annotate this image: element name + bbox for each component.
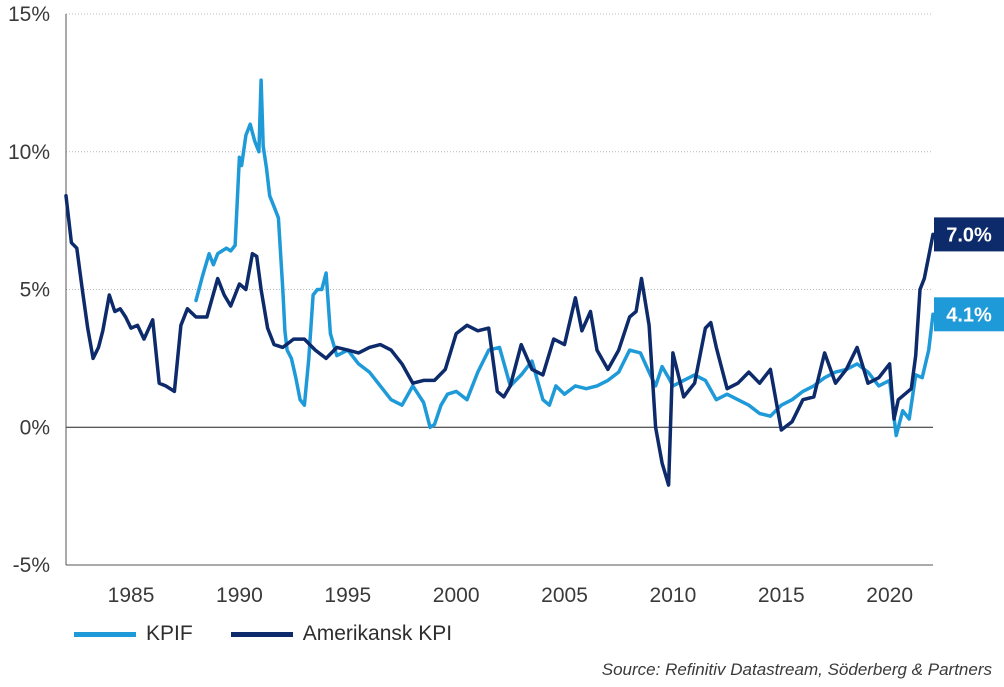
legend-item-us-cpi: Amerikansk KPI: [230, 622, 453, 646]
source-note: Source: Refinitiv Datastream, Söderberg …: [601, 660, 992, 679]
legend-swatch-kpif: [74, 631, 136, 637]
end-labels: 4.1% 7.0%: [934, 217, 1004, 332]
y-tick-label: 0%: [20, 416, 50, 439]
legend-label-kpif: KPIF: [146, 622, 193, 645]
end-label-us-cpi: 7.0%: [934, 217, 1004, 252]
legend-item-kpif: KPIF: [74, 622, 193, 646]
x-tick-label: 2010: [650, 584, 697, 607]
y-tick-label: -5%: [13, 554, 50, 577]
x-tick-label: 2005: [541, 584, 588, 607]
y-tick-label: 10%: [8, 141, 50, 164]
x-tick-label: 1990: [216, 584, 263, 607]
legend: KPIF Amerikansk KPI: [74, 622, 490, 646]
legend-swatch-us-cpi: [230, 631, 293, 637]
end-label-kpif: 4.1%: [934, 297, 1004, 332]
x-tick-label: 2000: [433, 584, 480, 607]
series-line-kpif: [194, 78, 935, 438]
x-tick-label: 1995: [324, 584, 371, 607]
end-label-box: [934, 217, 1004, 252]
gridlines: [66, 13, 933, 428]
x-tick-label: 2015: [758, 584, 805, 607]
x-tick-label: 2020: [866, 584, 913, 607]
x-tick-label: 1985: [108, 584, 155, 607]
end-label-text: 4.1%: [946, 304, 992, 326]
y-tick-label: 15%: [8, 3, 50, 26]
legend-label-us-cpi: Amerikansk KPI: [302, 622, 453, 645]
y-axis: -5% 0% 5% 10% 15%: [8, 3, 67, 577]
x-axis: 1985 1990 1995 2000 2005 2010 2015 2020: [66, 564, 933, 607]
end-label-box: [934, 297, 1004, 332]
series-line-us-cpi: [64, 194, 935, 487]
y-tick-label: 5%: [20, 279, 50, 302]
series-lines: [64, 78, 935, 487]
end-label-text: 7.0%: [946, 224, 992, 246]
